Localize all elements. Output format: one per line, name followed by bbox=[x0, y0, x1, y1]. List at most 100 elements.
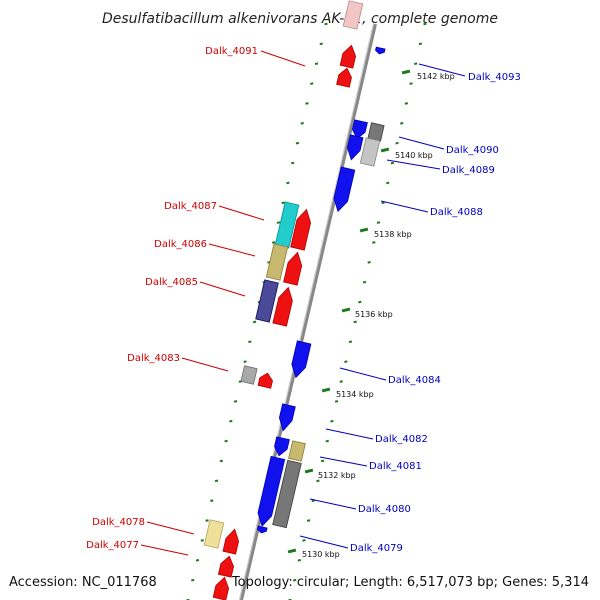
ruler-dot bbox=[195, 558, 200, 562]
gene-arrow-dalk-4077b bbox=[212, 576, 230, 600]
gene-arrow-dalk-4089 bbox=[346, 134, 364, 161]
ruler-dot bbox=[300, 121, 304, 125]
gene-label-dalk-4089[interactable]: Dalk_4089 bbox=[442, 165, 495, 176]
ruler-dot bbox=[295, 141, 300, 145]
ruler-dot bbox=[386, 181, 390, 185]
gene-box-dalk-4089 bbox=[359, 137, 381, 167]
gene-label-dalk-4077[interactable]: Dalk_4077 bbox=[86, 540, 139, 551]
ruler-dot bbox=[418, 42, 423, 46]
ruler-dot bbox=[243, 360, 247, 363]
ruler-dot bbox=[248, 340, 252, 344]
ruler-dot bbox=[319, 42, 323, 46]
gene-box-dalk-4086 bbox=[265, 243, 289, 281]
gene-label-dalk-4087[interactable]: Dalk_4087 bbox=[164, 201, 217, 212]
tick-label-5142: 5142 kbp bbox=[417, 72, 455, 81]
tick-label-5134: 5134 kbp bbox=[336, 390, 374, 399]
ruler-dot bbox=[414, 62, 418, 66]
gene-box-dalk-4080 bbox=[272, 459, 302, 529]
gene-arrow-dalk-4078 bbox=[222, 528, 240, 555]
leader-dalk-4085 bbox=[199, 281, 246, 297]
leader-dalk-4080 bbox=[309, 498, 357, 510]
ruler-dot bbox=[224, 439, 228, 443]
leader-dalk-4086 bbox=[208, 243, 256, 257]
ruler-dot bbox=[344, 360, 348, 363]
leader-dalk-4082 bbox=[325, 428, 374, 440]
leader-dalk-4088 bbox=[380, 200, 429, 213]
gene-box-dalk-4078 bbox=[203, 519, 225, 549]
gene-label-dalk-4086[interactable]: Dalk_4086 bbox=[154, 239, 207, 250]
leader-dalk-4089 bbox=[386, 159, 441, 170]
ruler-dot bbox=[316, 479, 320, 483]
ruler-dot bbox=[362, 280, 367, 284]
tick-label-5130: 5130 kbp bbox=[302, 550, 340, 559]
gene-label-dalk-4083[interactable]: Dalk_4083 bbox=[127, 353, 180, 364]
gene-arrow-dalk-4080 bbox=[257, 455, 286, 527]
gene-box-dalk-4081 bbox=[288, 440, 306, 462]
gene-label-dalk-4090[interactable]: Dalk_4090 bbox=[446, 145, 499, 156]
ruler-dot bbox=[233, 400, 238, 403]
tick-mark bbox=[287, 548, 297, 554]
ruler-dot bbox=[324, 22, 328, 26]
gene-arrow-dalk-4079 bbox=[257, 525, 268, 534]
gene-label-dalk-4085[interactable]: Dalk_4085 bbox=[145, 277, 198, 288]
ruler-dot bbox=[288, 598, 292, 600]
gene-arrow-dalk-4085 bbox=[272, 286, 293, 327]
ruler-dot bbox=[404, 102, 409, 105]
gene-label-dalk-4091[interactable]: Dalk_4091 bbox=[205, 46, 258, 57]
tick-mark bbox=[359, 227, 369, 233]
leader-dalk-4077 bbox=[140, 544, 189, 556]
gene-label-dalk-4080[interactable]: Dalk_4080 bbox=[358, 504, 411, 515]
ruler-dot bbox=[372, 241, 376, 244]
gene-arrow-dalk-4091 bbox=[339, 44, 357, 69]
ruler-dots-right bbox=[287, 22, 427, 600]
label-leader-lines bbox=[140, 50, 466, 556]
tick-mark bbox=[321, 387, 331, 393]
ruler-dot bbox=[292, 578, 297, 582]
gene-label-dalk-4079[interactable]: Dalk_4079 bbox=[350, 543, 403, 554]
ruler-dot bbox=[376, 221, 381, 224]
gene-arrow-dalk-4087 bbox=[290, 208, 312, 251]
gene-label-dalk-4093[interactable]: Dalk_4093 bbox=[468, 72, 521, 83]
ruler-dot bbox=[219, 459, 223, 463]
tick-label-5140: 5140 kbp bbox=[395, 151, 433, 160]
ruler-dot bbox=[339, 380, 343, 383]
ruler-dot bbox=[395, 141, 399, 145]
ruler-dots-left bbox=[186, 22, 328, 600]
ruler-dot bbox=[276, 221, 281, 224]
leader-dalk-4083 bbox=[181, 357, 229, 372]
gene-label-dalk-4084[interactable]: Dalk_4084 bbox=[388, 375, 441, 386]
gene-arrow-dalk-4086 bbox=[283, 251, 303, 286]
leader-dalk-4093 bbox=[418, 63, 466, 77]
gene-arrow-dalk-4082 bbox=[278, 403, 296, 432]
gene-label-dalk-4081[interactable]: Dalk_4081 bbox=[369, 461, 422, 472]
gene-arrow-dalk-4077 bbox=[217, 555, 235, 578]
ruler-dot bbox=[409, 82, 413, 85]
tick-mark bbox=[341, 307, 351, 313]
gene-label-dalk-4082[interactable]: Dalk_4082 bbox=[375, 434, 428, 445]
tick-label-5132: 5132 kbp bbox=[318, 471, 356, 480]
ruler-dot bbox=[320, 459, 325, 463]
gene-label-dalk-4078[interactable]: Dalk_4078 bbox=[92, 517, 145, 528]
gene-label-dalk-4088[interactable]: Dalk_4088 bbox=[430, 207, 483, 218]
leader-dalk-4079 bbox=[299, 535, 349, 549]
map-title: Desulfatibacillum alkenivorans AK-01, co… bbox=[102, 11, 498, 27]
gene-arrow-dalk-4091b bbox=[336, 67, 352, 88]
ruler-dot bbox=[305, 102, 309, 105]
gene-arrow-dalk-4084 bbox=[291, 340, 312, 379]
ruler-dot bbox=[205, 519, 209, 522]
ruler-dot bbox=[334, 400, 339, 403]
gene-arrow-dalk-4093 bbox=[375, 46, 386, 55]
ruler-dot bbox=[286, 181, 290, 185]
ruler-dot bbox=[367, 261, 371, 264]
ruler-dot bbox=[358, 300, 362, 304]
leader-dalk-4084 bbox=[339, 367, 387, 381]
ruler-dot bbox=[306, 519, 311, 522]
gene-arrow-dalk-4088 bbox=[333, 166, 356, 213]
ruler-dot bbox=[330, 419, 334, 423]
ruler-dot bbox=[348, 340, 353, 344]
ruler-dot bbox=[353, 320, 357, 324]
tick-mark bbox=[304, 468, 314, 474]
gene-arrow-dalk-4082b bbox=[274, 436, 290, 457]
ruler-dot bbox=[229, 419, 233, 423]
ruler-dot bbox=[214, 479, 219, 483]
